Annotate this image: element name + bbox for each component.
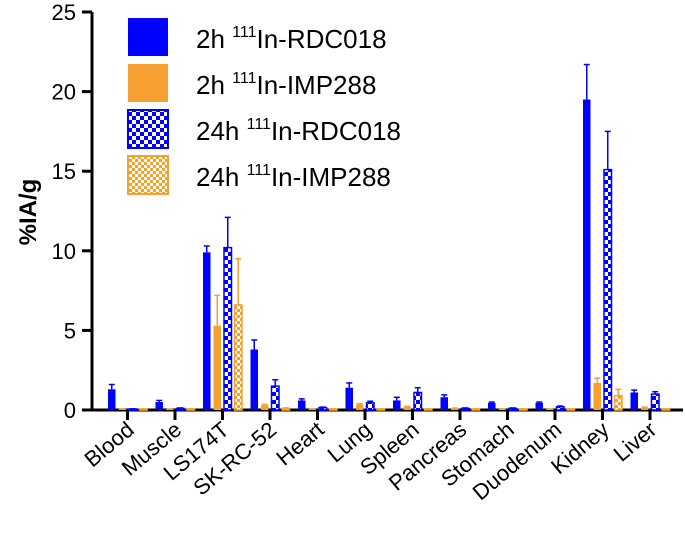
legend-label: 24h 111In-RDC018 bbox=[196, 116, 401, 146]
y-tick-label: 25 bbox=[52, 0, 76, 25]
bar bbox=[488, 402, 496, 410]
bar bbox=[393, 400, 401, 410]
legend-label: 24h 111In-IMP288 bbox=[196, 162, 391, 192]
bar bbox=[583, 99, 591, 410]
y-axis-label: %IA/g bbox=[15, 179, 42, 246]
bar bbox=[233, 304, 243, 411]
bar bbox=[108, 389, 116, 410]
legend-swatch bbox=[127, 109, 169, 149]
bar bbox=[535, 402, 543, 410]
bar bbox=[356, 404, 364, 410]
bar bbox=[413, 391, 423, 411]
bar bbox=[155, 402, 163, 410]
bar bbox=[603, 168, 613, 411]
bar bbox=[451, 408, 459, 410]
legend-label: 2h 111In-IMP288 bbox=[196, 70, 376, 100]
bars bbox=[108, 63, 671, 411]
x-tick-label: Liver bbox=[609, 417, 662, 467]
bar bbox=[318, 406, 328, 411]
legend-swatch bbox=[128, 18, 168, 56]
x-tick-label: Heart bbox=[271, 417, 328, 471]
bar bbox=[613, 394, 623, 411]
bar bbox=[593, 382, 601, 410]
legend: 2h 111In-RDC018 2h 111In-IMP288 24h 111In-… bbox=[127, 18, 401, 195]
bar bbox=[365, 402, 375, 411]
bar bbox=[650, 393, 660, 411]
bar bbox=[630, 392, 638, 410]
y-tick-label: 10 bbox=[52, 239, 76, 264]
bar bbox=[250, 349, 258, 410]
legend-label: 2h 111In-RDC018 bbox=[196, 24, 387, 54]
y-tick-label: 15 bbox=[52, 159, 76, 184]
x-axis: BloodMuscleLS174TSK-RC-52HeartLungSpleen… bbox=[80, 408, 683, 505]
legend-swatch bbox=[127, 155, 169, 195]
y-tick-label: 5 bbox=[64, 318, 76, 343]
y-tick-label: 0 bbox=[64, 398, 76, 423]
bar bbox=[555, 406, 565, 411]
y-tick-label: 20 bbox=[52, 80, 76, 105]
bar bbox=[223, 246, 233, 411]
bar bbox=[440, 397, 448, 410]
bar bbox=[213, 325, 221, 410]
bar bbox=[298, 400, 306, 410]
bar bbox=[403, 406, 411, 410]
legend-swatch bbox=[128, 64, 168, 102]
bar bbox=[261, 405, 269, 410]
bar bbox=[270, 385, 280, 411]
bar bbox=[641, 407, 649, 410]
bar bbox=[203, 252, 211, 410]
y-axis: 0 5 10 15 20 25 bbox=[52, 0, 94, 423]
bar bbox=[345, 387, 353, 410]
